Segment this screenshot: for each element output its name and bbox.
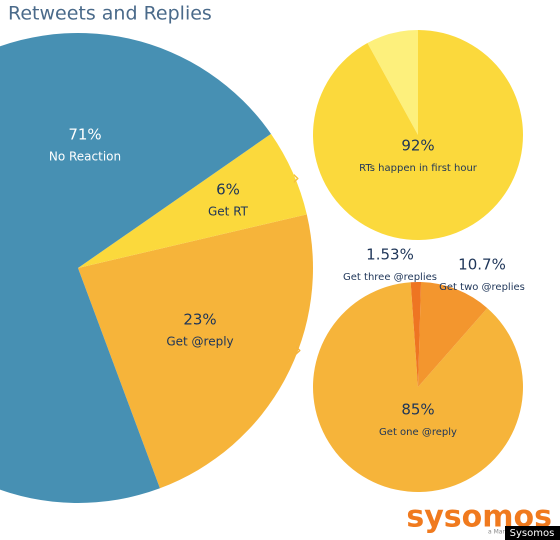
slice (418, 282, 488, 387)
slice (410, 282, 422, 387)
chart-title: Retweets and Replies (8, 3, 212, 25)
slice (0, 33, 271, 503)
slice-label: Get three @replies (343, 272, 437, 283)
slice-label: No Reaction (49, 150, 121, 164)
credit-bg (505, 526, 560, 540)
slice (78, 214, 314, 489)
arrow: › (292, 166, 300, 190)
slice-label: Get RT (208, 205, 249, 219)
value-label: 6% (216, 181, 240, 199)
credit: Sysomos (510, 528, 555, 539)
slice (313, 282, 523, 492)
value-label: 92% (401, 137, 434, 155)
value-label: 71% (68, 126, 101, 144)
slice-label: RTs happen in first hour (359, 163, 478, 174)
slice (313, 30, 523, 241)
value-label: 1.53% (366, 246, 414, 264)
slice (78, 133, 307, 268)
slice-label: Get one @reply (379, 427, 457, 438)
value-label: 10.7% (458, 256, 506, 274)
slice (367, 30, 418, 135)
value-label: 85% (401, 401, 434, 419)
slice-label: Get @reply (166, 335, 233, 349)
value-label: 23% (183, 311, 216, 329)
slice-label: Get two @replies (439, 282, 525, 293)
arrow: › (294, 338, 302, 362)
